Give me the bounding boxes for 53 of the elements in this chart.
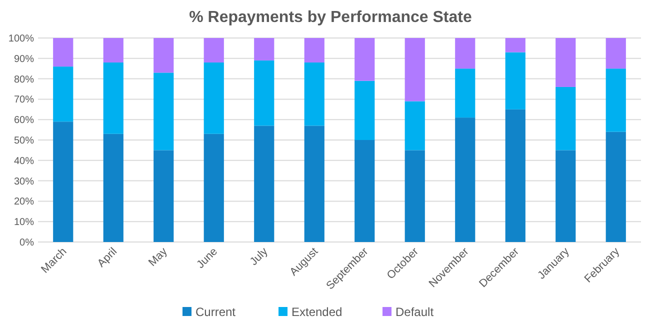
- bar: [254, 126, 274, 242]
- bar: [556, 150, 576, 242]
- bar: [505, 52, 526, 110]
- bar: [455, 118, 476, 242]
- bar: [404, 101, 425, 150]
- bar: [254, 60, 274, 126]
- y-tick-label: 60%: [14, 115, 34, 126]
- bar: [404, 150, 425, 242]
- bar: [103, 62, 124, 134]
- bar: [606, 68, 626, 132]
- bar: [304, 126, 324, 242]
- bar: [304, 38, 324, 62]
- bar: [354, 140, 375, 242]
- bar: [505, 38, 526, 52]
- bar: [53, 66, 74, 122]
- bar: [204, 38, 224, 62]
- bar: [606, 132, 626, 242]
- y-tick-label: 80%: [14, 74, 34, 86]
- bar: [505, 109, 526, 242]
- y-tick-label: 0%: [20, 238, 34, 248]
- bar: [455, 38, 476, 69]
- y-tick-label: 40%: [14, 156, 34, 167]
- bar: [556, 38, 576, 87]
- y-tick-label: 100%: [8, 34, 34, 44]
- legend-label: Current: [196, 305, 236, 319]
- bar: [556, 86, 576, 150]
- bar: [154, 38, 174, 73]
- y-tick-label: 90%: [14, 54, 34, 65]
- bar: [204, 62, 224, 134]
- bar: [53, 38, 74, 67]
- legend-label: Extended: [292, 305, 342, 319]
- bar: [304, 62, 324, 126]
- y-tick-label: 30%: [14, 176, 34, 188]
- bar: [103, 134, 124, 242]
- y-tick-label: 70%: [14, 94, 34, 106]
- bar: [606, 38, 626, 69]
- bar: [455, 68, 476, 118]
- bar: [254, 38, 274, 60]
- bar: [154, 150, 174, 242]
- y-tick-label: 20%: [14, 196, 34, 208]
- chart-title: % Repayments by Performance State: [189, 9, 472, 26]
- y-tick-label: 10%: [14, 217, 34, 228]
- bar: [404, 38, 425, 102]
- bar: [204, 134, 224, 242]
- y-tick-label: 50%: [14, 136, 34, 146]
- bar: [53, 122, 74, 242]
- bar: [354, 80, 375, 140]
- legend-label: Default: [396, 305, 434, 319]
- x-tick-label: July: [248, 245, 271, 268]
- bar: [354, 38, 375, 81]
- bar: [154, 72, 174, 150]
- x-tick-label: May: [146, 245, 170, 269]
- bar: [103, 38, 124, 62]
